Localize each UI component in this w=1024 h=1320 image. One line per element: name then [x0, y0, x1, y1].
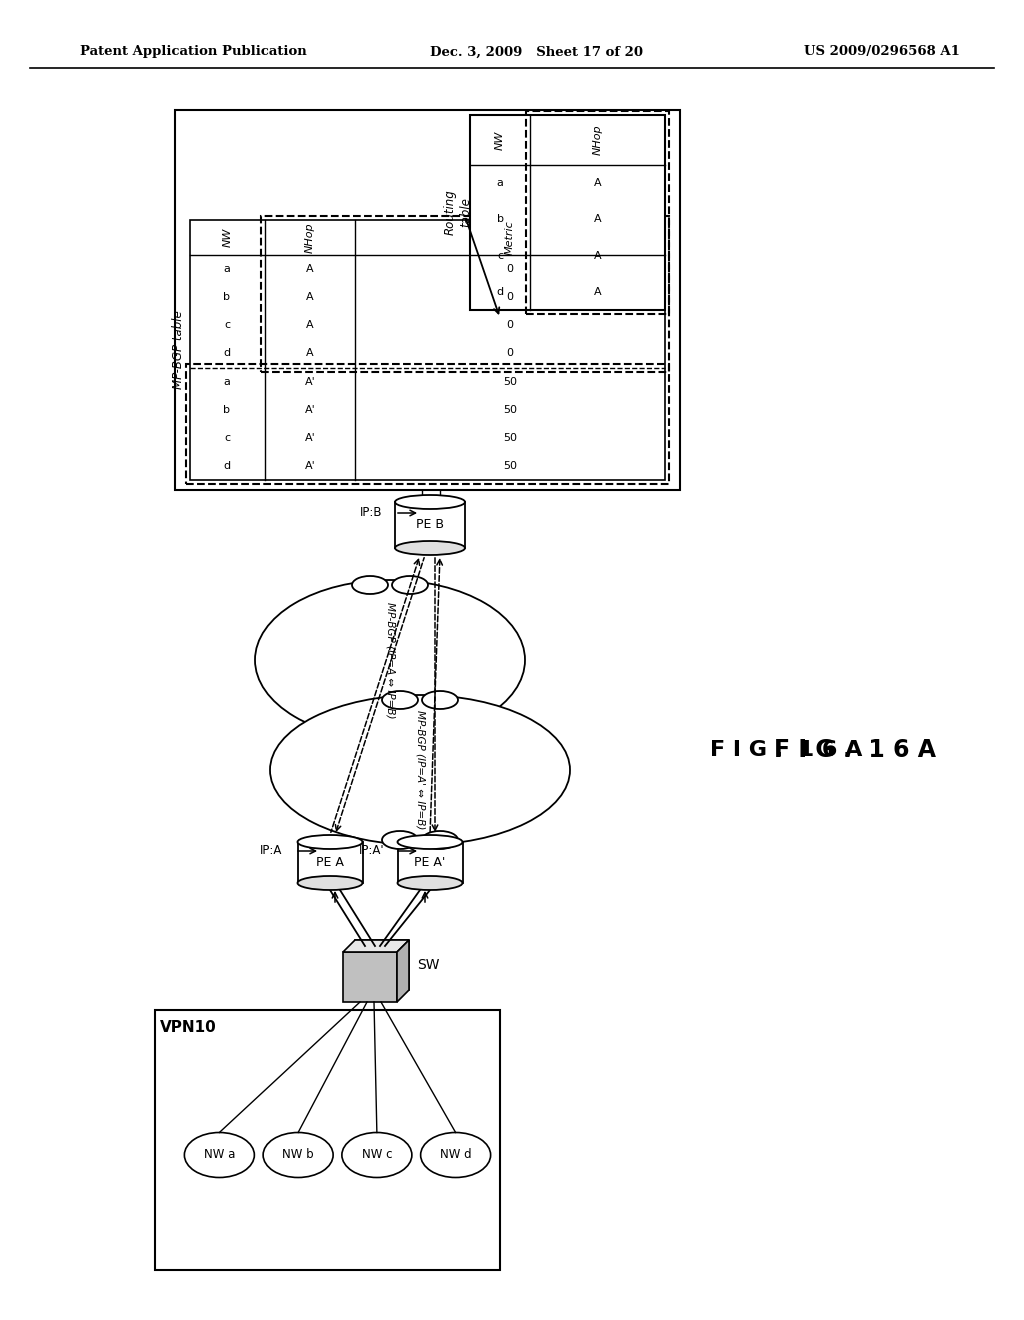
- Polygon shape: [298, 842, 362, 883]
- Text: b: b: [223, 292, 230, 302]
- Ellipse shape: [397, 836, 463, 849]
- Text: NW: NW: [222, 228, 232, 247]
- Text: US 2009/0296568 A1: US 2009/0296568 A1: [804, 45, 961, 58]
- Text: a: a: [497, 178, 504, 189]
- Text: 0: 0: [507, 348, 513, 359]
- Text: NW a: NW a: [204, 1148, 236, 1162]
- Ellipse shape: [392, 726, 428, 744]
- Ellipse shape: [421, 1133, 490, 1177]
- Text: c: c: [224, 321, 230, 330]
- Text: c: c: [497, 251, 503, 260]
- Text: A: A: [306, 321, 313, 330]
- Text: A: A: [594, 286, 601, 297]
- Ellipse shape: [263, 1133, 333, 1177]
- Text: a: a: [223, 376, 230, 387]
- Text: d: d: [223, 348, 230, 359]
- Text: Metric: Metric: [505, 220, 515, 255]
- Ellipse shape: [342, 1133, 412, 1177]
- Text: A: A: [594, 214, 601, 224]
- Text: 50: 50: [503, 461, 517, 471]
- Text: NHop: NHop: [305, 222, 315, 253]
- FancyBboxPatch shape: [470, 115, 665, 310]
- Text: Patent Application Publication: Patent Application Publication: [80, 45, 307, 58]
- Ellipse shape: [395, 495, 465, 510]
- Text: 50: 50: [503, 405, 517, 414]
- Text: IP:A': IP:A': [359, 845, 385, 858]
- Text: 50: 50: [503, 433, 517, 442]
- Text: c: c: [224, 433, 230, 442]
- Text: PE A: PE A: [316, 855, 344, 869]
- Text: A': A': [304, 376, 315, 387]
- Ellipse shape: [352, 726, 388, 744]
- Text: b: b: [223, 405, 230, 414]
- Polygon shape: [397, 940, 409, 1002]
- Text: NHop: NHop: [593, 124, 602, 156]
- Text: NW b: NW b: [283, 1148, 314, 1162]
- Text: 0: 0: [507, 321, 513, 330]
- Ellipse shape: [298, 836, 362, 849]
- Text: a: a: [223, 264, 230, 275]
- Ellipse shape: [184, 1133, 254, 1177]
- Text: 50: 50: [503, 376, 517, 387]
- Polygon shape: [397, 842, 463, 883]
- Ellipse shape: [382, 690, 418, 709]
- Text: MP-BGP (IP=A' ⇔ IP=B): MP-BGP (IP=A' ⇔ IP=B): [415, 710, 425, 830]
- Text: NW: NW: [495, 131, 505, 149]
- Text: NW c: NW c: [361, 1148, 392, 1162]
- Polygon shape: [395, 502, 465, 548]
- Text: A: A: [306, 292, 313, 302]
- Text: SW: SW: [417, 958, 439, 972]
- Text: Dec. 3, 2009   Sheet 17 of 20: Dec. 3, 2009 Sheet 17 of 20: [430, 45, 643, 58]
- FancyBboxPatch shape: [175, 110, 680, 490]
- Ellipse shape: [255, 579, 525, 741]
- Polygon shape: [343, 952, 397, 1002]
- Text: 0: 0: [507, 264, 513, 275]
- Text: 0: 0: [507, 292, 513, 302]
- Text: PE B: PE B: [416, 519, 444, 532]
- Text: A: A: [306, 264, 313, 275]
- Text: F I G .  1 6 A: F I G . 1 6 A: [710, 741, 862, 760]
- Ellipse shape: [422, 832, 458, 849]
- Text: IP:A: IP:A: [260, 845, 282, 858]
- Polygon shape: [343, 940, 409, 952]
- Text: VPN10: VPN10: [160, 1020, 217, 1035]
- FancyBboxPatch shape: [155, 1010, 500, 1270]
- Text: MP-BGP table: MP-BGP table: [171, 310, 184, 389]
- Text: A: A: [594, 251, 601, 260]
- Text: IP:B: IP:B: [359, 507, 382, 520]
- Ellipse shape: [382, 832, 418, 849]
- Polygon shape: [355, 940, 409, 990]
- Ellipse shape: [422, 690, 458, 709]
- Text: PE A': PE A': [415, 855, 445, 869]
- Text: b: b: [497, 214, 504, 224]
- Text: A': A': [304, 433, 315, 442]
- Text: A: A: [306, 348, 313, 359]
- Text: d: d: [223, 461, 230, 471]
- Text: Routing
table: Routing table: [444, 190, 472, 235]
- Ellipse shape: [392, 576, 428, 594]
- Text: NW d: NW d: [440, 1148, 471, 1162]
- Ellipse shape: [395, 541, 465, 554]
- Text: A': A': [304, 405, 315, 414]
- Text: MP-BGP (IP=A ⇔ IP=B): MP-BGP (IP=A ⇔ IP=B): [385, 602, 395, 718]
- Text: A': A': [304, 461, 315, 471]
- Ellipse shape: [298, 876, 362, 890]
- Text: d: d: [497, 286, 504, 297]
- Text: F I G .  1 6 A: F I G . 1 6 A: [774, 738, 936, 762]
- Ellipse shape: [352, 576, 388, 594]
- Ellipse shape: [270, 696, 570, 845]
- FancyBboxPatch shape: [190, 220, 665, 480]
- Text: A: A: [594, 178, 601, 189]
- Ellipse shape: [397, 876, 463, 890]
